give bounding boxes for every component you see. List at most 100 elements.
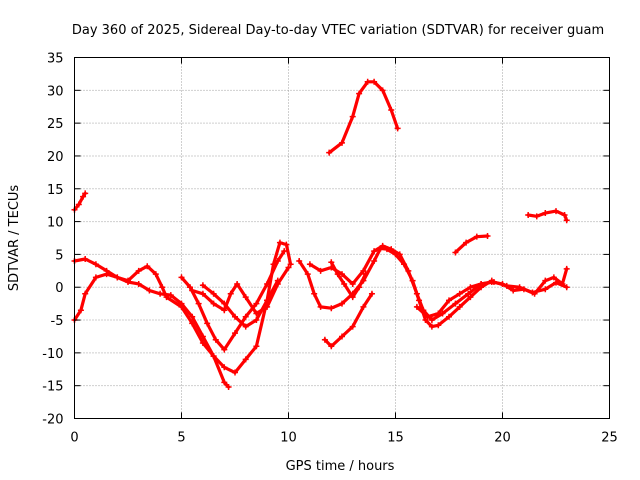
x-tick-label: 25 xyxy=(601,431,618,446)
data-point-marker xyxy=(394,125,401,132)
data-point-marker xyxy=(388,246,395,253)
y-tick-label: -20 xyxy=(42,413,63,428)
data-point-marker xyxy=(144,263,151,270)
data-point-marker xyxy=(341,280,348,287)
y-tick-label: -15 xyxy=(42,380,63,395)
data-point-marker xyxy=(253,317,260,324)
x-tick-label: 15 xyxy=(387,431,404,446)
data-point-marker xyxy=(232,369,238,376)
data-point-marker xyxy=(424,313,431,320)
data-point-marker xyxy=(82,290,89,297)
data-point-marker xyxy=(285,264,292,271)
data-point-marker xyxy=(82,256,89,263)
data-point-marker xyxy=(388,107,395,114)
data-point-marker xyxy=(413,290,420,297)
data-point-marker xyxy=(542,286,549,293)
data-point-marker xyxy=(77,307,84,314)
data-point-marker xyxy=(328,259,335,266)
y-tick-label: 25 xyxy=(47,117,64,132)
series-arc-c xyxy=(179,249,286,352)
data-point-marker xyxy=(199,290,206,297)
data-point-marker xyxy=(135,280,142,287)
data-point-marker xyxy=(242,356,249,363)
data-point-marker xyxy=(92,274,99,281)
data-point-marker xyxy=(563,284,570,291)
chart-title: Day 360 of 2025, Sidereal Day-to-day VTE… xyxy=(72,23,604,38)
data-point-marker xyxy=(326,149,333,156)
series-arc-a xyxy=(72,257,231,389)
y-tick-label: -10 xyxy=(42,347,63,362)
data-point-marker xyxy=(360,303,367,310)
data-point-marker xyxy=(114,274,121,281)
data-point-marker xyxy=(428,317,435,324)
data-point-marker xyxy=(379,87,386,94)
data-point-marker xyxy=(210,353,217,360)
x-tick-label: 0 xyxy=(70,431,78,446)
data-point-marker xyxy=(75,201,82,208)
y-tick-label: 10 xyxy=(47,216,64,231)
data-point-marker xyxy=(227,290,234,297)
data-point-marker xyxy=(452,249,459,256)
data-point-marker xyxy=(80,193,87,200)
data-point-marker xyxy=(306,261,313,268)
series-arc-e xyxy=(201,279,280,329)
data-point-marker xyxy=(157,290,164,297)
data-point-marker xyxy=(253,343,260,350)
data-point-marker xyxy=(221,346,228,353)
data-point-marker xyxy=(234,280,241,287)
data-point-marker xyxy=(334,271,341,278)
data-point-marker xyxy=(82,190,89,197)
data-point-marker xyxy=(146,287,153,294)
data-point-marker xyxy=(349,280,356,287)
data-point-marker xyxy=(465,290,472,297)
data-point-marker xyxy=(435,310,442,317)
data-point-marker xyxy=(152,271,159,278)
data-point-marker xyxy=(435,322,442,329)
data-point-marker xyxy=(364,78,371,85)
series-arc-g xyxy=(308,244,569,322)
data-point-marker xyxy=(189,320,196,327)
data-point-marker xyxy=(167,292,174,299)
data-point-marker xyxy=(463,239,470,246)
data-point-marker xyxy=(356,284,363,291)
x-tick-label: 10 xyxy=(280,431,297,446)
data-point-marker xyxy=(484,233,491,240)
data-point-marker xyxy=(561,212,568,219)
series-arc-i xyxy=(323,292,374,348)
data-point-marker xyxy=(189,287,196,294)
data-point-marker xyxy=(221,364,228,371)
data-point-marker xyxy=(371,257,378,264)
data-point-marker xyxy=(328,305,335,312)
data-point-marker xyxy=(242,323,249,330)
data-point-marker xyxy=(559,280,566,287)
data-point-marker xyxy=(221,379,228,386)
data-point-marker xyxy=(339,139,345,146)
data-point-marker xyxy=(563,265,570,272)
data-point-marker xyxy=(281,248,288,255)
data-point-marker xyxy=(159,284,166,291)
x-tick-label: 20 xyxy=(494,431,511,446)
data-point-marker xyxy=(242,313,249,320)
data-point-marker xyxy=(510,287,517,294)
data-point-marker xyxy=(274,277,281,284)
data-point-marker xyxy=(264,280,271,287)
data-point-marker xyxy=(232,330,238,337)
data-point-marker xyxy=(379,242,386,249)
data-point-marker xyxy=(328,343,335,350)
data-point-marker xyxy=(531,290,538,297)
data-point-marker xyxy=(204,320,211,327)
data-point-marker xyxy=(274,257,281,264)
data-point-marker xyxy=(371,248,378,255)
data-point-marker xyxy=(413,303,420,310)
data-point-marker xyxy=(499,280,506,287)
data-point-marker xyxy=(135,267,142,274)
data-point-marker xyxy=(321,336,328,343)
data-point-marker xyxy=(311,290,318,297)
data-point-marker xyxy=(473,233,480,240)
y-tick-label: 5 xyxy=(55,248,63,263)
y-tick-label: -5 xyxy=(51,314,64,329)
data-point-marker xyxy=(478,280,485,287)
data-point-marker xyxy=(405,267,412,274)
data-point-marker xyxy=(422,317,429,324)
